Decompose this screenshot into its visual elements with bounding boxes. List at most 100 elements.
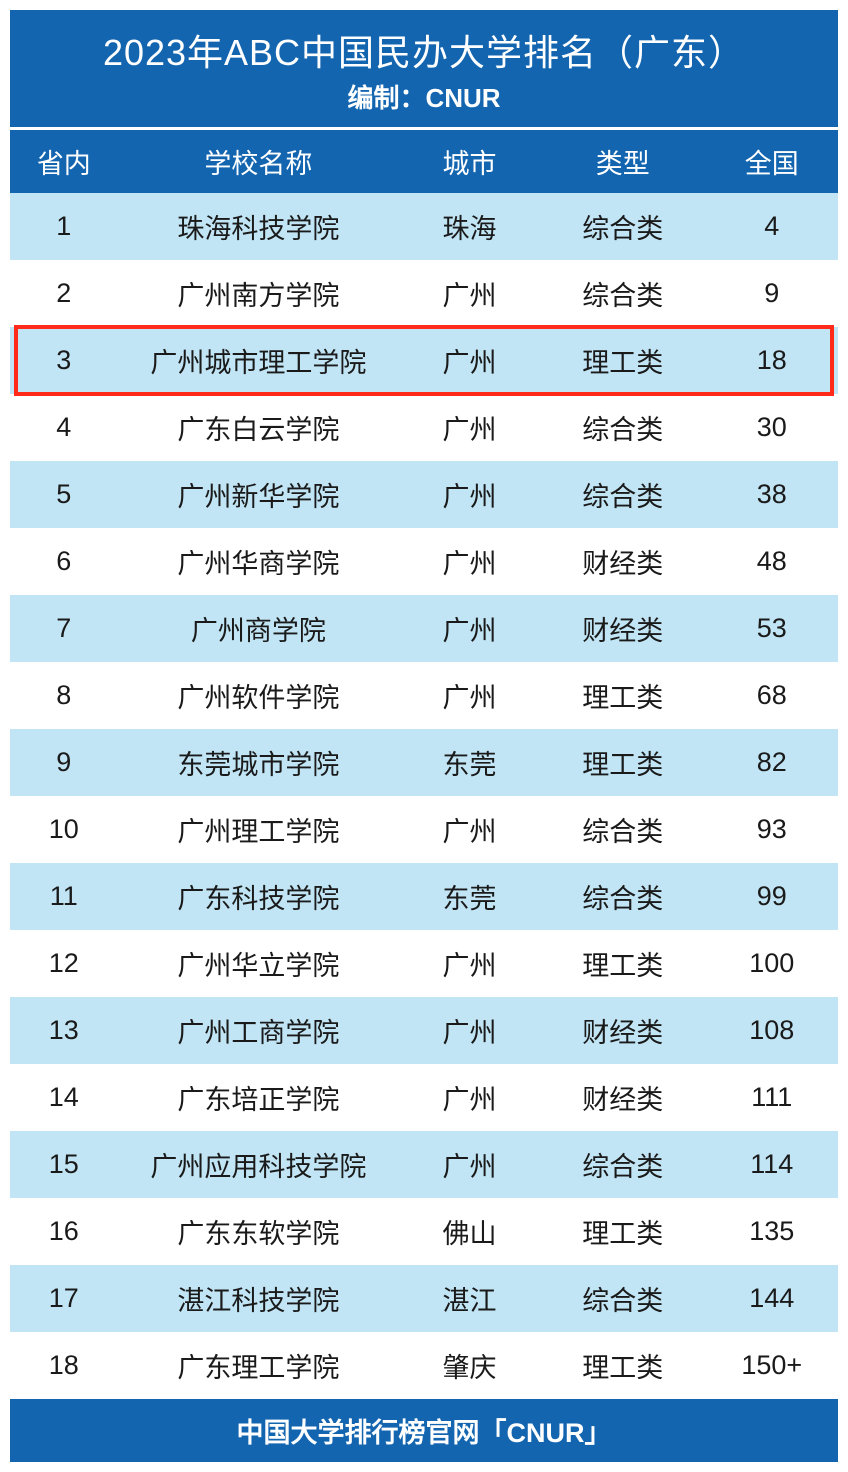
col-city: 城市 xyxy=(399,129,540,194)
cell-type: 理工类 xyxy=(540,662,706,729)
cell-rank: 12 xyxy=(10,930,118,997)
cell-type: 综合类 xyxy=(540,1265,706,1332)
col-school-name: 学校名称 xyxy=(118,129,400,194)
cell-city: 广州 xyxy=(399,1064,540,1131)
cell-city: 广州 xyxy=(399,796,540,863)
cell-type: 理工类 xyxy=(540,1198,706,1265)
cell-national: 30 xyxy=(706,394,839,461)
cell-type: 综合类 xyxy=(540,260,706,327)
cell-city: 广州 xyxy=(399,394,540,461)
cell-city: 广州 xyxy=(399,1131,540,1198)
cell-name: 广州新华学院 xyxy=(118,461,400,528)
cell-name: 广东理工学院 xyxy=(118,1332,400,1399)
cell-type: 综合类 xyxy=(540,193,706,260)
cell-name: 广东科技学院 xyxy=(118,863,400,930)
cell-name: 广州商学院 xyxy=(118,595,400,662)
title-block: 2023年ABC中国民办大学排名（广东） 编制：CNUR xyxy=(10,10,838,127)
cell-city: 肇庆 xyxy=(399,1332,540,1399)
cell-national: 108 xyxy=(706,997,839,1064)
table-row: 3广州城市理工学院广州理工类18 xyxy=(10,327,838,394)
ranking-table: 省内 学校名称 城市 类型 全国 1珠海科技学院珠海综合类42广州南方学院广州综… xyxy=(10,127,838,1462)
cell-name: 广东白云学院 xyxy=(118,394,400,461)
table-row: 18广东理工学院肇庆理工类150+ xyxy=(10,1332,838,1399)
table-row: 4广东白云学院广州综合类30 xyxy=(10,394,838,461)
cell-national: 53 xyxy=(706,595,839,662)
table-row: 6广州华商学院广州财经类48 xyxy=(10,528,838,595)
cell-rank: 1 xyxy=(10,193,118,260)
table-footer-row: 中国大学排行榜官网「CNUR」 xyxy=(10,1399,838,1462)
cell-type: 综合类 xyxy=(540,796,706,863)
cell-rank: 17 xyxy=(10,1265,118,1332)
cell-type: 理工类 xyxy=(540,1332,706,1399)
cell-rank: 14 xyxy=(10,1064,118,1131)
cell-city: 广州 xyxy=(399,930,540,997)
footer-text: 中国大学排行榜官网「CNUR」 xyxy=(10,1399,838,1462)
cell-national: 99 xyxy=(706,863,839,930)
cell-national: 18 xyxy=(706,327,839,394)
table-row: 8广州软件学院广州理工类68 xyxy=(10,662,838,729)
cell-national: 144 xyxy=(706,1265,839,1332)
cell-type: 理工类 xyxy=(540,327,706,394)
cell-city: 广州 xyxy=(399,461,540,528)
cell-rank: 10 xyxy=(10,796,118,863)
page-subtitle: 编制：CNUR xyxy=(10,78,838,115)
table-body: 1珠海科技学院珠海综合类42广州南方学院广州综合类93广州城市理工学院广州理工类… xyxy=(10,193,838,1399)
cell-city: 广州 xyxy=(399,662,540,729)
cell-name: 广东东软学院 xyxy=(118,1198,400,1265)
cell-national: 135 xyxy=(706,1198,839,1265)
cell-type: 财经类 xyxy=(540,1064,706,1131)
cell-national: 38 xyxy=(706,461,839,528)
cell-rank: 4 xyxy=(10,394,118,461)
cell-city: 广州 xyxy=(399,260,540,327)
cell-name: 广州南方学院 xyxy=(118,260,400,327)
table-row: 1珠海科技学院珠海综合类4 xyxy=(10,193,838,260)
cell-city: 珠海 xyxy=(399,193,540,260)
cell-name: 珠海科技学院 xyxy=(118,193,400,260)
cell-national: 9 xyxy=(706,260,839,327)
cell-type: 综合类 xyxy=(540,461,706,528)
cell-rank: 6 xyxy=(10,528,118,595)
cell-national: 93 xyxy=(706,796,839,863)
cell-name: 广州软件学院 xyxy=(118,662,400,729)
cell-type: 财经类 xyxy=(540,595,706,662)
table-row: 14广东培正学院广州财经类111 xyxy=(10,1064,838,1131)
table-row: 5广州新华学院广州综合类38 xyxy=(10,461,838,528)
col-national-rank: 全国 xyxy=(706,129,839,194)
cell-type: 财经类 xyxy=(540,997,706,1064)
cell-name: 东莞城市学院 xyxy=(118,729,400,796)
cell-city: 佛山 xyxy=(399,1198,540,1265)
table-row: 12广州华立学院广州理工类100 xyxy=(10,930,838,997)
cell-rank: 13 xyxy=(10,997,118,1064)
table-header-row: 省内 学校名称 城市 类型 全国 xyxy=(10,129,838,194)
cell-rank: 2 xyxy=(10,260,118,327)
cell-national: 4 xyxy=(706,193,839,260)
table-row: 11广东科技学院东莞综合类99 xyxy=(10,863,838,930)
cell-type: 综合类 xyxy=(540,863,706,930)
cell-national: 150+ xyxy=(706,1332,839,1399)
ranking-table-container: 2023年ABC中国民办大学排名（广东） 编制：CNUR 省内 学校名称 城市 … xyxy=(0,0,848,1472)
cell-rank: 16 xyxy=(10,1198,118,1265)
cell-city: 东莞 xyxy=(399,863,540,930)
cell-name: 广州华商学院 xyxy=(118,528,400,595)
table-row: 16广东东软学院佛山理工类135 xyxy=(10,1198,838,1265)
table-row: 17湛江科技学院湛江综合类144 xyxy=(10,1265,838,1332)
cell-rank: 15 xyxy=(10,1131,118,1198)
cell-type: 综合类 xyxy=(540,1131,706,1198)
table-row: 2广州南方学院广州综合类9 xyxy=(10,260,838,327)
cell-national: 114 xyxy=(706,1131,839,1198)
cell-national: 82 xyxy=(706,729,839,796)
cell-type: 财经类 xyxy=(540,528,706,595)
col-type: 类型 xyxy=(540,129,706,194)
cell-name: 湛江科技学院 xyxy=(118,1265,400,1332)
table-row: 10广州理工学院广州综合类93 xyxy=(10,796,838,863)
cell-type: 理工类 xyxy=(540,930,706,997)
cell-national: 68 xyxy=(706,662,839,729)
table-row: 9东莞城市学院东莞理工类82 xyxy=(10,729,838,796)
cell-name: 广州理工学院 xyxy=(118,796,400,863)
cell-type: 综合类 xyxy=(540,394,706,461)
cell-city: 广州 xyxy=(399,327,540,394)
cell-rank: 3 xyxy=(10,327,118,394)
cell-rank: 5 xyxy=(10,461,118,528)
cell-city: 东莞 xyxy=(399,729,540,796)
cell-city: 湛江 xyxy=(399,1265,540,1332)
